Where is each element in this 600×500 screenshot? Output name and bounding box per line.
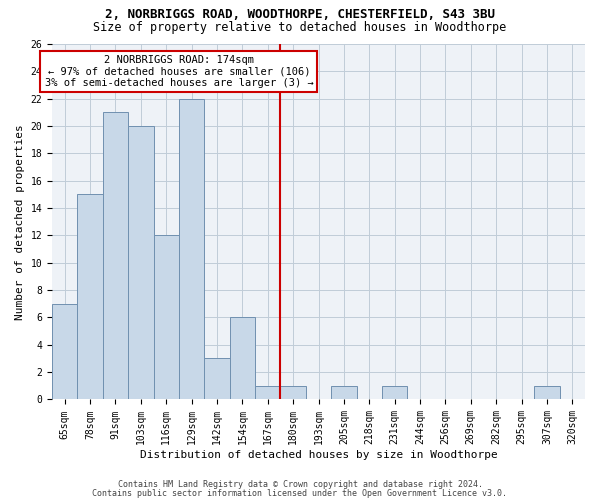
Y-axis label: Number of detached properties: Number of detached properties [15,124,25,320]
Bar [179,98,205,400]
Bar [382,386,407,400]
Bar [280,386,306,400]
Bar [534,386,560,400]
Bar [128,126,154,400]
Text: 2, NORBRIGGS ROAD, WOODTHORPE, CHESTERFIELD, S43 3BU: 2, NORBRIGGS ROAD, WOODTHORPE, CHESTERFI… [105,8,495,20]
Bar [205,358,230,400]
Bar [77,194,103,400]
Bar [52,304,77,400]
Bar [331,386,356,400]
Text: 2 NORBRIGGS ROAD: 174sqm
← 97% of detached houses are smaller (106)
3% of semi-d: 2 NORBRIGGS ROAD: 174sqm ← 97% of detach… [44,55,313,88]
X-axis label: Distribution of detached houses by size in Woodthorpe: Distribution of detached houses by size … [140,450,497,460]
Bar [103,112,128,400]
Text: Contains HM Land Registry data © Crown copyright and database right 2024.: Contains HM Land Registry data © Crown c… [118,480,482,489]
Bar [230,318,255,400]
Bar [154,236,179,400]
Text: Contains public sector information licensed under the Open Government Licence v3: Contains public sector information licen… [92,488,508,498]
Text: Size of property relative to detached houses in Woodthorpe: Size of property relative to detached ho… [94,21,506,34]
Bar [255,386,280,400]
